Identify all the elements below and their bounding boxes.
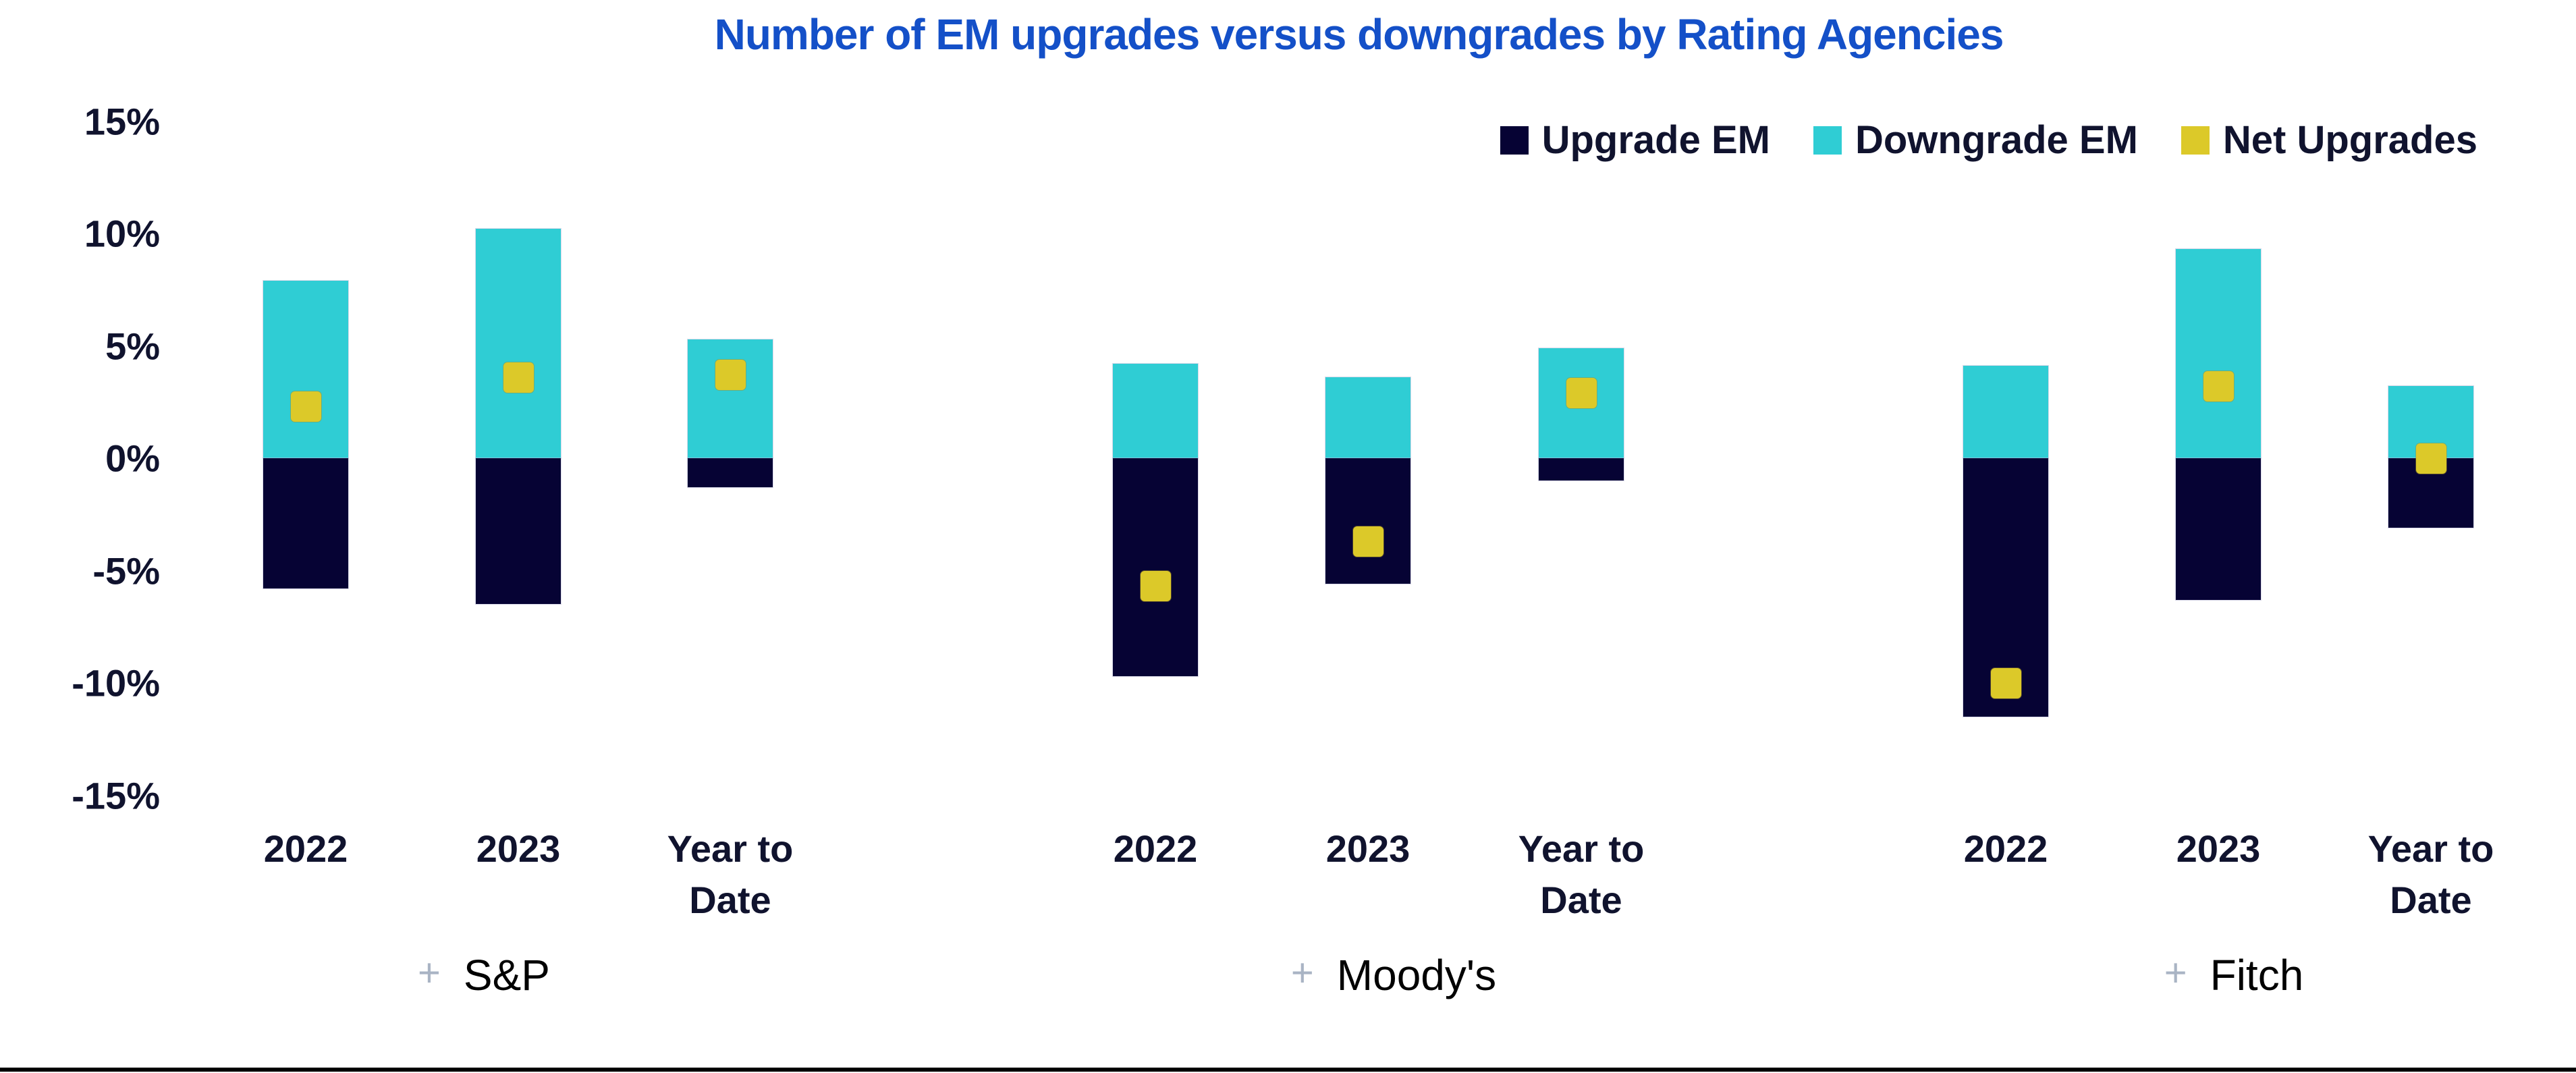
agency-label: + Moody's bbox=[1291, 950, 1496, 1000]
category-label-line: Year to bbox=[667, 827, 794, 870]
bar-downgrade-segment bbox=[476, 229, 561, 458]
legend-item-downgrade: Downgrade EM bbox=[1813, 117, 2138, 163]
bar-upgrade-segment bbox=[688, 458, 773, 488]
bar-upgrade-segment bbox=[1539, 458, 1624, 481]
category-label: Year to Date bbox=[1473, 823, 1689, 925]
category-label: 2023 bbox=[2110, 823, 2326, 875]
net-upgrades-marker bbox=[503, 362, 534, 393]
category-label-line: Date bbox=[1540, 878, 1622, 921]
legend-item-upgrade: Upgrade EM bbox=[1500, 117, 1770, 163]
net-upgrades-marker bbox=[2203, 370, 2234, 402]
legend-swatch-net-icon bbox=[2181, 126, 2210, 155]
legend-item-net: Net Upgrades bbox=[2181, 117, 2477, 163]
category-label-line: 2023 bbox=[2176, 827, 2261, 870]
category-label: 2023 bbox=[410, 823, 626, 875]
agency-label: + S&P bbox=[418, 950, 550, 1000]
category-label-line: Year to bbox=[1518, 827, 1645, 870]
bar-upgrade-segment bbox=[1113, 458, 1198, 676]
bar-downgrade-segment bbox=[1113, 364, 1198, 458]
category-label-line: Date bbox=[689, 878, 771, 921]
agency-name: Fitch bbox=[2210, 951, 2304, 999]
chart-title: Number of EM upgrades versus downgrades … bbox=[714, 10, 2004, 59]
bar-upgrade-segment bbox=[263, 458, 348, 589]
y-axis-tick-label: 0% bbox=[105, 437, 160, 480]
net-upgrades-marker bbox=[2415, 443, 2446, 474]
legend: Upgrade EM Downgrade EM Net Upgrades bbox=[1500, 117, 2477, 163]
bar-upgrade-segment bbox=[476, 458, 561, 605]
category-label: 2022 bbox=[198, 823, 414, 875]
category-label: Year to Date bbox=[622, 823, 838, 925]
y-axis-tick-label: 15% bbox=[84, 100, 160, 142]
category-label: Year to Date bbox=[2323, 823, 2539, 925]
bar-downgrade-segment bbox=[1325, 377, 1410, 458]
category-label: 2022 bbox=[1898, 823, 2114, 875]
legend-swatch-upgrade-icon bbox=[1500, 126, 1529, 155]
legend-swatch-downgrade-icon bbox=[1813, 126, 1842, 155]
legend-label: Upgrade EM bbox=[1541, 118, 1770, 162]
y-axis-tick-label: 10% bbox=[84, 212, 160, 255]
plus-icon: + bbox=[2164, 951, 2187, 995]
agency-name: Moody's bbox=[1336, 951, 1497, 999]
category-label-line: 2022 bbox=[1963, 827, 2048, 870]
bar-downgrade-segment bbox=[688, 339, 773, 458]
y-axis-tick-label: -5% bbox=[92, 549, 160, 592]
net-upgrades-marker bbox=[1566, 377, 1597, 408]
agency-name: S&P bbox=[463, 951, 550, 999]
category-label-line: 2022 bbox=[263, 827, 348, 870]
bar-upgrade-segment bbox=[1325, 458, 1410, 584]
plus-icon: + bbox=[1290, 951, 1314, 995]
category-label: 2022 bbox=[1047, 823, 1263, 875]
y-axis-tick-label: -10% bbox=[72, 661, 160, 705]
net-upgrades-marker bbox=[1352, 526, 1383, 557]
y-axis-tick-label: 5% bbox=[105, 325, 160, 367]
net-upgrades-marker bbox=[290, 391, 321, 422]
category-label: 2023 bbox=[1260, 823, 1476, 875]
agency-label: + Fitch bbox=[2164, 950, 2304, 1000]
y-axis-tick-label: -15% bbox=[72, 774, 160, 817]
legend-label: Net Upgrades bbox=[2222, 118, 2477, 162]
net-upgrades-marker bbox=[1140, 571, 1171, 602]
legend-label: Downgrade EM bbox=[1855, 118, 2138, 162]
plus-icon: + bbox=[418, 951, 441, 995]
net-upgrades-marker bbox=[715, 360, 746, 391]
category-label-line: Year to bbox=[2367, 827, 2494, 870]
bar-downgrade-segment bbox=[263, 280, 348, 458]
bar-downgrade-segment bbox=[2176, 249, 2261, 458]
category-label-line: 2023 bbox=[476, 827, 561, 870]
category-label-line: Date bbox=[2390, 878, 2472, 921]
net-upgrades-marker bbox=[1990, 667, 2021, 698]
bar-downgrade-segment bbox=[1963, 366, 2048, 458]
category-label-line: 2022 bbox=[1113, 827, 1198, 870]
bar-upgrade-segment bbox=[2176, 458, 2261, 600]
bottom-border-line bbox=[0, 1068, 2576, 1072]
category-label-line: 2023 bbox=[1325, 827, 1410, 870]
